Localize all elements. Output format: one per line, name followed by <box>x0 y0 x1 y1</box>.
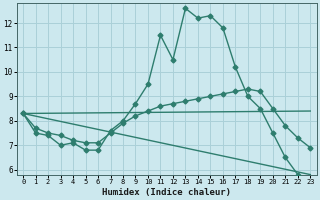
X-axis label: Humidex (Indice chaleur): Humidex (Indice chaleur) <box>102 188 231 197</box>
